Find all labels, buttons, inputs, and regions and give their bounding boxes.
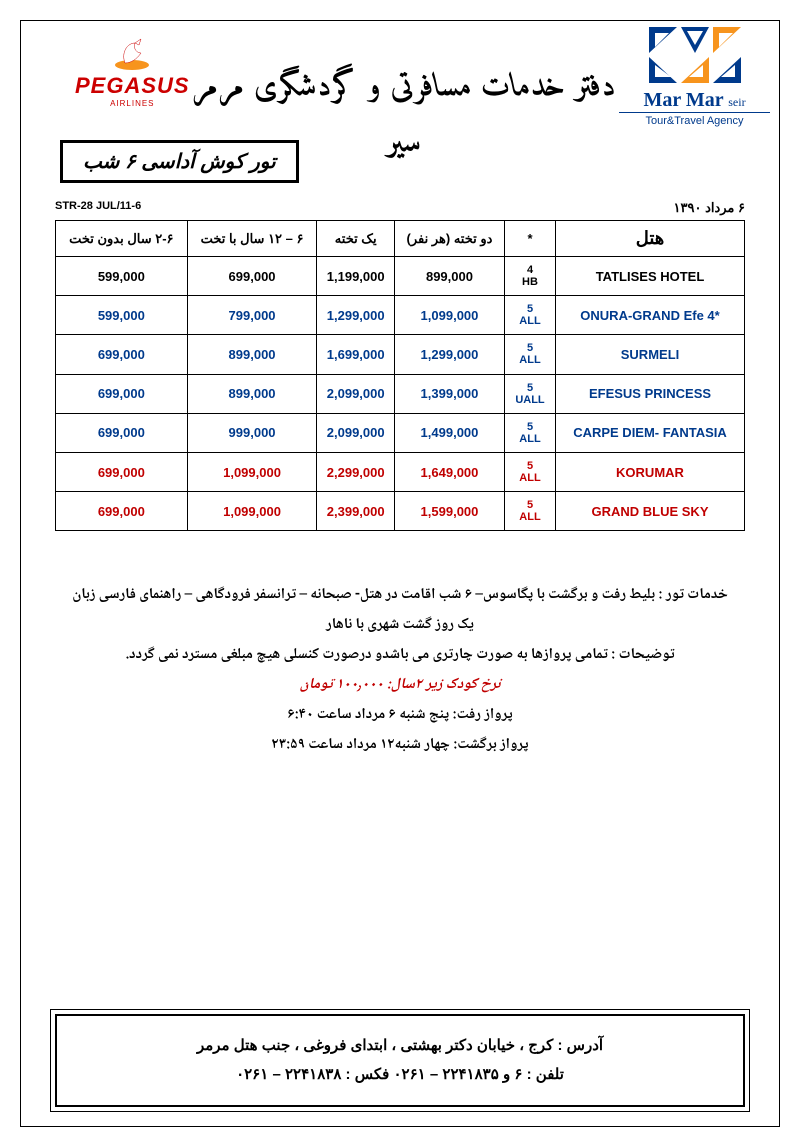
note-services-1: خدمات تور : بلیط رفت و برگشت با پگاسوس– …	[55, 580, 745, 610]
hotel-cell: SURMELI	[556, 335, 745, 374]
star-cell: 5ALL	[505, 492, 556, 531]
table-row: 599,000799,0001,299,0001,099,0005ALLONUR…	[56, 296, 745, 335]
price-cell: 599,000	[56, 296, 188, 335]
price-cell: 699,000	[187, 257, 317, 296]
header: PEGASUS AIRLINES دفتر خدمات مسافرتی و گر…	[25, 25, 775, 135]
price-cell: 699,000	[56, 413, 188, 452]
price-cell: 1,499,000	[394, 413, 504, 452]
price-cell: 899,000	[187, 335, 317, 374]
footer-box: آدرس : کرج ، خیابان دکتر بهشتی ، ابتدای …	[55, 1014, 745, 1107]
price-cell: 2,099,000	[317, 413, 395, 452]
note-terms: توضیحات : تمامی پروازها به صورت چارتری م…	[55, 640, 745, 670]
col-star: *	[505, 221, 556, 257]
hotel-cell: TATLISES HOTEL	[556, 257, 745, 296]
table-row: 699,000999,0002,099,0001,499,0005ALLCARP…	[56, 413, 745, 452]
hotel-cell: CARPE DIEM- FANTASIA	[556, 413, 745, 452]
marmar-logo-block: Mar Mar seir Tour&Travel Agency	[619, 25, 770, 127]
note-infant-rate: نرخ کودک زیر ۲سال: ۱۰۰٫۰۰۰ تومان	[55, 670, 745, 700]
price-cell: 599,000	[56, 257, 188, 296]
table-row: 599,000699,0001,199,000899,0004HBTATLISE…	[56, 257, 745, 296]
hotel-cell: EFESUS PRINCESS	[556, 374, 745, 413]
marmar-name: Mar Mar seir	[619, 89, 770, 112]
marmar-icon	[647, 25, 743, 85]
note-departure: پرواز رفت: پنج شنبه ۶ مرداد ساعت ۶:۴۰	[55, 700, 745, 730]
star-cell: 5ALL	[505, 413, 556, 452]
price-cell: 699,000	[56, 374, 188, 413]
marmar-name-seir: seir	[728, 95, 745, 109]
price-cell: 999,000	[187, 413, 317, 452]
price-cell: 699,000	[56, 492, 188, 531]
col-double: دو تخته (هر نفر)	[394, 221, 504, 257]
tour-title-box: تور کوش آداسی ۶ شب	[60, 140, 299, 183]
hotel-cell: GRAND BLUE SKY	[556, 492, 745, 531]
marmar-sub: Tour&Travel Agency	[619, 112, 770, 127]
table-row: 699,0001,099,0002,399,0001,599,0005ALLGR…	[56, 492, 745, 531]
price-cell: 1,299,000	[394, 335, 504, 374]
table-row: 699,0001,099,0002,299,0001,649,0005ALLKO…	[56, 452, 745, 491]
price-cell: 1,199,000	[317, 257, 395, 296]
price-cell: 899,000	[187, 374, 317, 413]
col-hotel: هتل	[556, 221, 745, 257]
doc-code: STR-28 JUL/11-6	[55, 200, 141, 216]
doc-date: ۶ مرداد ۱۳۹۰	[674, 200, 745, 216]
footer-address: آدرس : کرج ، خیابان دکتر بهشتی ، ابتدای …	[77, 1032, 723, 1061]
note-services-2: یک روز گشت شهری با ناهار	[55, 610, 745, 640]
star-cell: 5UALL	[505, 374, 556, 413]
pegasus-name: PEGASUS	[75, 73, 190, 99]
price-cell: 1,699,000	[317, 335, 395, 374]
star-cell: 4HB	[505, 257, 556, 296]
price-table: ۲-۶ سال بدون تخت ۶ – ۱۲ سال با تخت یک تخ…	[55, 220, 745, 531]
star-cell: 5ALL	[505, 296, 556, 335]
meta-row: STR-28 JUL/11-6 ۶ مرداد ۱۳۹۰	[55, 200, 745, 216]
col-child-nobed: ۲-۶ سال بدون تخت	[56, 221, 188, 257]
pegasus-logo-block: PEGASUS AIRLINES	[75, 35, 190, 108]
footer-phones: تلفن : ۶ و ۲۲۴۱۸۳۵ – ۰۲۶۱ فکس : ۲۲۴۱۸۳۸ …	[77, 1061, 723, 1090]
hotel-cell: KORUMAR	[556, 452, 745, 491]
price-cell: 899,000	[394, 257, 504, 296]
note-return: پرواز برگشت: چهار شنبه۱۲ مرداد ساعت ۲۳:۵…	[55, 730, 745, 760]
price-cell: 1,599,000	[394, 492, 504, 531]
price-cell: 1,099,000	[394, 296, 504, 335]
price-cell: 1,099,000	[187, 492, 317, 531]
marmar-name-main: Mar Mar	[643, 89, 723, 111]
star-cell: 5ALL	[505, 452, 556, 491]
price-cell: 799,000	[187, 296, 317, 335]
table-header-row: ۲-۶ سال بدون تخت ۶ – ۱۲ سال با تخت یک تخ…	[56, 221, 745, 257]
price-cell: 1,099,000	[187, 452, 317, 491]
price-cell: 2,099,000	[317, 374, 395, 413]
hotel-cell: ONURA-GRAND Efe 4*	[556, 296, 745, 335]
table-row: 699,000899,0002,099,0001,399,0005UALLEFE…	[56, 374, 745, 413]
pegasus-sub: AIRLINES	[75, 99, 190, 108]
price-cell: 699,000	[56, 452, 188, 491]
notes-block: خدمات تور : بلیط رفت و برگشت با پگاسوس– …	[55, 580, 745, 760]
price-cell: 699,000	[56, 335, 188, 374]
price-cell: 1,649,000	[394, 452, 504, 491]
price-cell: 2,399,000	[317, 492, 395, 531]
price-cell: 2,299,000	[317, 452, 395, 491]
col-child-withbed: ۶ – ۱۲ سال با تخت	[187, 221, 317, 257]
col-single: یک تخته	[317, 221, 395, 257]
pegasus-icon	[75, 35, 190, 71]
page-border	[20, 20, 780, 1127]
price-cell: 1,399,000	[394, 374, 504, 413]
star-cell: 5ALL	[505, 335, 556, 374]
price-cell: 1,299,000	[317, 296, 395, 335]
table-row: 699,000899,0001,699,0001,299,0005ALLSURM…	[56, 335, 745, 374]
